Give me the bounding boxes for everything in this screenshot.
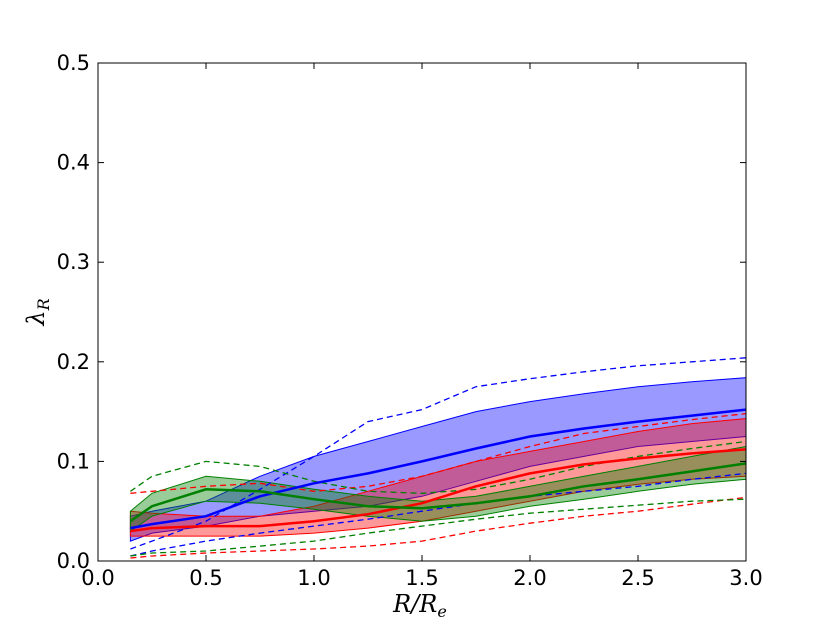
x-tick-label: 2.5 [621,566,654,590]
y-tick-label: 0.3 [57,250,90,274]
y-axis-label: λR [22,298,53,326]
x-tick-label: 3.0 [729,566,762,590]
x-tick-label: 2.0 [513,566,546,590]
y-tick-label: 0.4 [57,151,90,175]
x-tick-label: 0.0 [81,566,114,590]
x-tick-label: 1.5 [405,566,438,590]
dashed-line [130,357,747,550]
dashed-line [130,412,747,494]
median-line [130,448,747,533]
y-tick-label: 0.2 [57,350,90,374]
y-tick-label: 0.1 [57,449,90,473]
y-label-sub: R [34,298,53,311]
x-label-sub: e [437,602,446,621]
y-label-main: λ [22,310,50,326]
x-tick-label: 1.0 [297,566,330,590]
median-line [130,408,747,530]
dashed-line [130,496,747,559]
y-tick-label: 0.5 [57,51,90,75]
y-tick-label: 0.0 [57,549,90,573]
dashed-line [130,472,747,557]
x-label-main: R/R [392,590,437,618]
dashed-line [130,440,747,494]
x-tick-label: 0.5 [189,566,222,590]
dashed-line [130,498,747,557]
x-axis-label: R/Re [392,590,447,621]
median-line [129,462,747,523]
